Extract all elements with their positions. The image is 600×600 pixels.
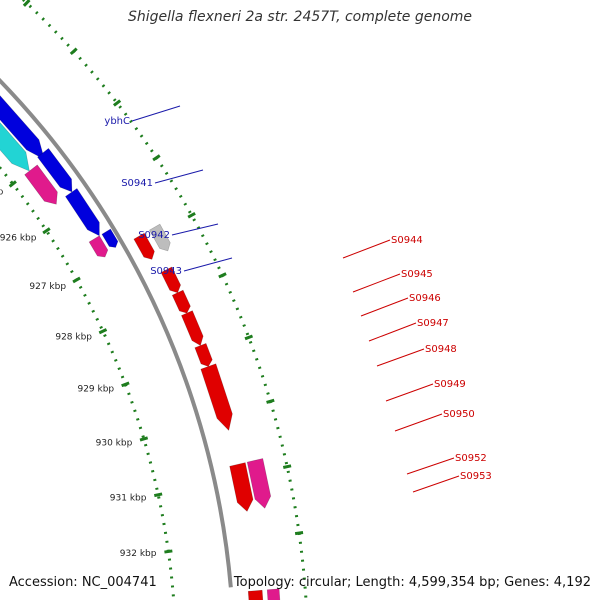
gene-label-S0942: S0942 [138, 230, 170, 241]
feature-arrow-S0944 [133, 232, 155, 260]
genome-backbone [0, 77, 233, 588]
feature-arrow [37, 148, 73, 193]
kbp-label: 928 kbp [55, 332, 92, 342]
feature-arrow [247, 589, 264, 600]
kbp-tick-928 [98, 328, 108, 335]
kbp-tick-926 [42, 227, 51, 235]
callout-line [376, 348, 425, 367]
kbp-tick-outer-928 [218, 272, 227, 279]
feature-arrow-ybhC [0, 122, 30, 172]
gene-label-S0949: S0949 [434, 379, 466, 390]
callout-line [412, 475, 460, 493]
feature-arrow-S0952 [229, 462, 254, 512]
map-title: Shigella flexneri 2a str. 2457T, complet… [127, 9, 473, 25]
feature-arrow-S0947 [171, 289, 191, 314]
accession-text: Accession: NC_004741 [9, 575, 157, 590]
feature-arrow-S0943 [88, 235, 109, 258]
feature-arrow-S0946 [160, 266, 181, 294]
callout-line [406, 457, 455, 475]
feature-arrow-S0948 [181, 310, 204, 346]
callout-line [342, 239, 391, 259]
callout-line [154, 169, 204, 184]
kbp-tick-927 [72, 276, 81, 284]
topology-summary: Topology: circular; Length: 4,599,354 bp… [233, 575, 591, 590]
gene-label-S0941: S0941 [121, 178, 153, 189]
kbp-tick-929 [121, 381, 130, 388]
gene-label-ybhC: ybhC [104, 116, 130, 127]
kbp-label: 931 kbp [110, 493, 147, 503]
kbp-label: 925 kbp [0, 187, 4, 197]
kbp-tick-outer-929 [244, 334, 254, 341]
kbp-tick-931 [153, 492, 163, 498]
callout-line [352, 273, 401, 293]
gene-features [0, 95, 281, 600]
callout-line [131, 105, 181, 122]
feature-arrow-S0949 [194, 342, 213, 367]
kbp-label: 927 kbp [29, 282, 66, 292]
kbp-label: 932 kbp [120, 549, 157, 559]
kbp-tick-outer-926 [152, 154, 161, 162]
feature-arrow-S0945 [149, 223, 171, 252]
gene-label-S0945: S0945 [401, 269, 433, 280]
feature-arrow-S0941 [24, 164, 58, 205]
kbp-tick-outer-923 [22, 0, 31, 7]
feature-arrow [101, 228, 119, 248]
backbone-arc [0, 77, 233, 588]
kbp-label: 926 kbp [0, 233, 37, 243]
kbp-tick-outer-930 [266, 398, 275, 404]
kbp-tick-932 [164, 549, 173, 554]
kbp-tick-outer-927 [187, 212, 196, 219]
callout-line [171, 223, 219, 236]
kbp-tick-outer-932 [294, 531, 304, 536]
feature-arrow-S0953 [246, 458, 272, 509]
callout-line [183, 257, 233, 272]
gene-label-S0952: S0952 [455, 453, 487, 464]
kbp-tick-outer-925 [112, 99, 122, 107]
callout-line [385, 383, 434, 402]
kbp-tick-930 [139, 436, 149, 442]
kbp-tick-outer-924 [69, 47, 78, 56]
kbp-tick-925 [8, 180, 17, 188]
ring-dots-inner [0, 165, 176, 600]
feature-arrow-S0942 [65, 188, 100, 237]
feature-arrow-S0950 [200, 363, 233, 431]
kbp-label: 929 kbp [77, 385, 114, 395]
kbp-tick-outer-931 [282, 464, 292, 469]
gene-label-S0946: S0946 [409, 293, 441, 304]
gene-label-S0943: S0943 [150, 266, 182, 277]
callout-line [368, 322, 417, 342]
kbp-label: 930 kbp [96, 438, 133, 448]
feature-arrow [266, 588, 281, 600]
callout-line [360, 297, 409, 317]
feature-arrow [0, 95, 45, 160]
callout-line [394, 413, 443, 432]
gene-label-S0944: S0944 [391, 235, 423, 246]
gene-label-S0950: S0950 [443, 409, 475, 420]
gene-label-S0953: S0953 [460, 471, 492, 482]
gene-label-S0948: S0948 [425, 344, 457, 355]
gene-label-S0947: S0947 [417, 318, 449, 329]
gene-label-callouts: ybhC S0941 S0942 S0943 S0944 S0945 S0946 S0947 S… [104, 105, 492, 493]
